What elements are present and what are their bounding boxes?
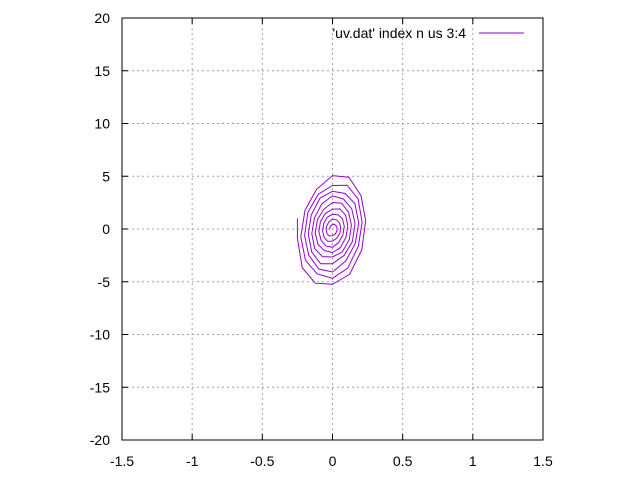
y-tick-label: -5 [98,274,111,290]
legend: 'uv.dat' index n us 3:4 [332,25,524,41]
legend-label: 'uv.dat' index n us 3:4 [332,25,466,41]
y-tick-label: -15 [90,379,110,395]
y-tick-label: -10 [90,327,110,343]
grid [122,18,543,440]
axis-ticks [121,17,544,441]
x-tick-label: -0.5 [250,453,274,469]
y-tick-labels: -20 -15 -10 -5 0 5 10 15 20 [90,10,110,448]
y-tick-label: 10 [94,116,110,132]
y-tick-label: 0 [102,221,110,237]
y-tick-label: -20 [90,432,110,448]
x-tick-label: 1 [469,453,477,469]
x-tick-label: 0 [329,453,337,469]
x-tick-labels: -1.5 -1 -0.5 0 0.5 1 1.5 [110,453,553,469]
y-tick-label: 5 [102,168,110,184]
series-line [296,175,367,285]
y-tick-label: 15 [94,63,110,79]
x-tick-label: -1.5 [110,453,134,469]
x-tick-label: 1.5 [533,453,553,469]
y-tick-label: 20 [94,10,110,26]
x-tick-label: -1 [186,453,199,469]
x-tick-label: 0.5 [393,453,413,469]
series [296,175,367,285]
